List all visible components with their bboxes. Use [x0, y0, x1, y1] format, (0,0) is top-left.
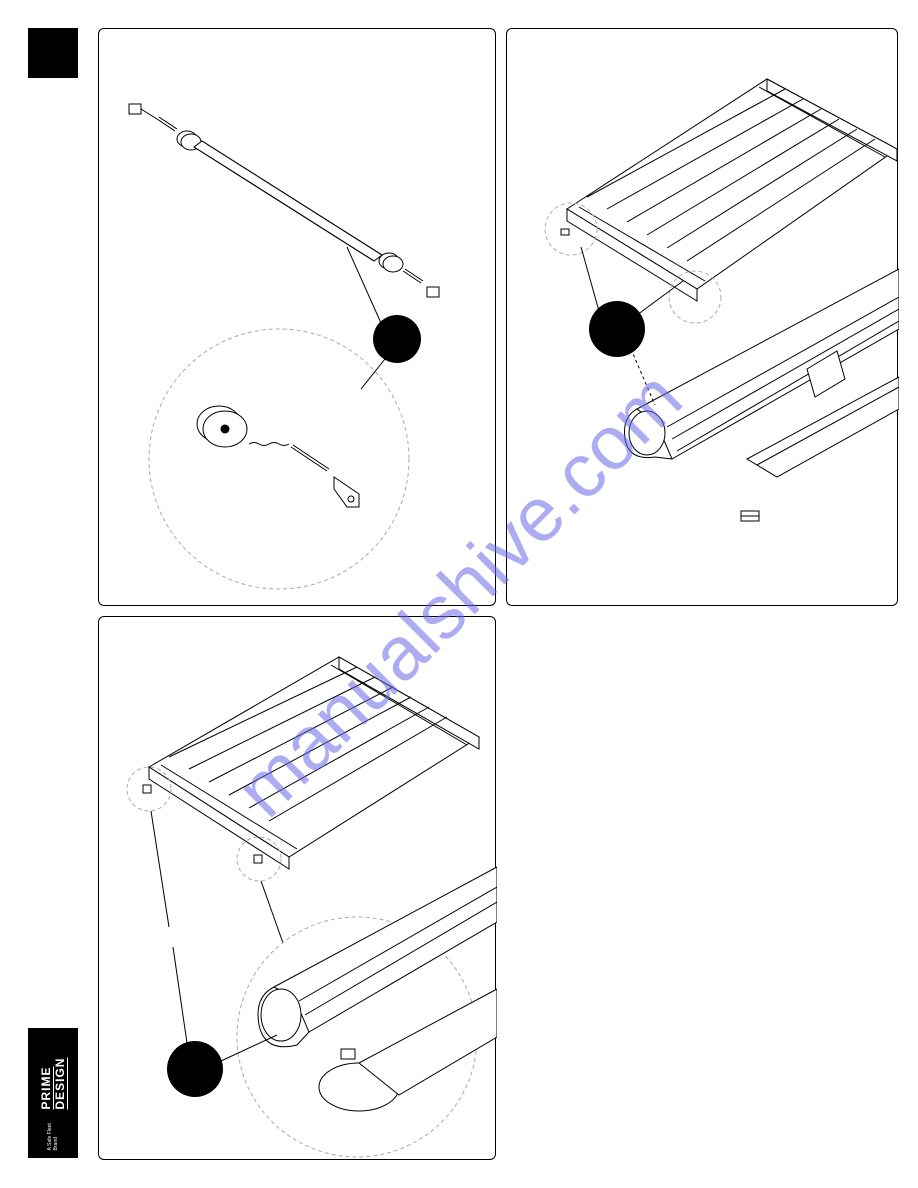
roller-assembly-svg	[99, 29, 497, 607]
brand-logo: PRIME DESIGN	[39, 1028, 67, 1110]
rack-rear-svg	[507, 29, 899, 607]
sidebar-top-block	[28, 28, 78, 78]
panel-roller-assembly	[98, 28, 496, 606]
panel-rack-front	[98, 616, 496, 1160]
panel-rack-rear	[506, 28, 898, 606]
brand-tagline: A Safe Fleet Brand	[47, 1116, 59, 1150]
sidebar: PRIME DESIGN A Safe Fleet Brand	[28, 28, 78, 1158]
rack-front-svg	[99, 617, 497, 1161]
sidebar-logo-block: PRIME DESIGN A Safe Fleet Brand	[28, 1028, 78, 1158]
